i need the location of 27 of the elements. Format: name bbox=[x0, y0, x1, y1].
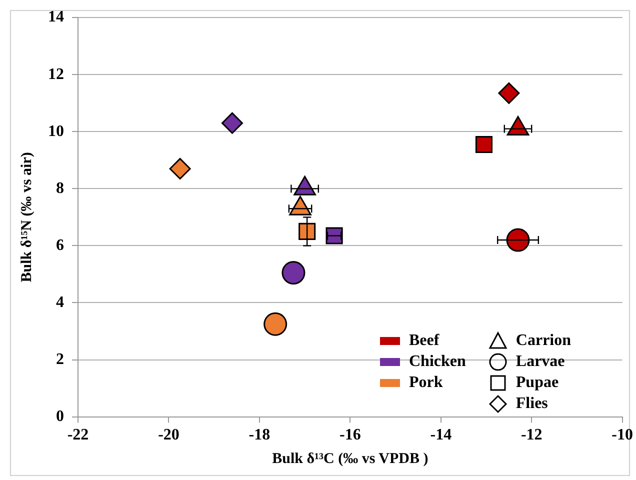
x-tick-label: -12 bbox=[520, 426, 542, 444]
point bbox=[498, 82, 520, 104]
x-tick-label: -14 bbox=[430, 426, 452, 444]
x-axis-title: Bulk δ¹³C (‰ vs VPDB ) bbox=[272, 450, 428, 467]
x-tick-label: -16 bbox=[340, 426, 361, 444]
y-tick-label: 6 bbox=[56, 236, 64, 254]
legend-label: Flies bbox=[516, 394, 548, 412]
y-tick-label: 2 bbox=[56, 350, 64, 368]
point bbox=[221, 112, 243, 134]
x-tick-label: -22 bbox=[67, 426, 89, 444]
legend-label: Carrion bbox=[516, 332, 572, 350]
y-tick-label: 0 bbox=[56, 408, 64, 425]
x-tick-label: -20 bbox=[158, 426, 180, 444]
y-tick-label: 4 bbox=[56, 294, 64, 311]
y-tick-label: 12 bbox=[48, 66, 64, 83]
legend-label: Beef bbox=[409, 332, 440, 350]
y-tick-label: 8 bbox=[56, 180, 64, 197]
y-tick-label: 14 bbox=[48, 8, 64, 26]
legend-label: Pupae bbox=[516, 374, 559, 392]
y-axis-title: Bulk δ¹⁵N (‰ vs air) bbox=[18, 152, 35, 282]
x-tick-label: -10 bbox=[612, 426, 633, 444]
x-tick-label: -18 bbox=[248, 426, 270, 444]
y-tick-label: 10 bbox=[48, 122, 64, 140]
point bbox=[169, 158, 191, 180]
legend-label: Chicken bbox=[409, 352, 466, 370]
legend-label: Larvae bbox=[516, 352, 565, 370]
legend-label: Pork bbox=[409, 374, 443, 392]
